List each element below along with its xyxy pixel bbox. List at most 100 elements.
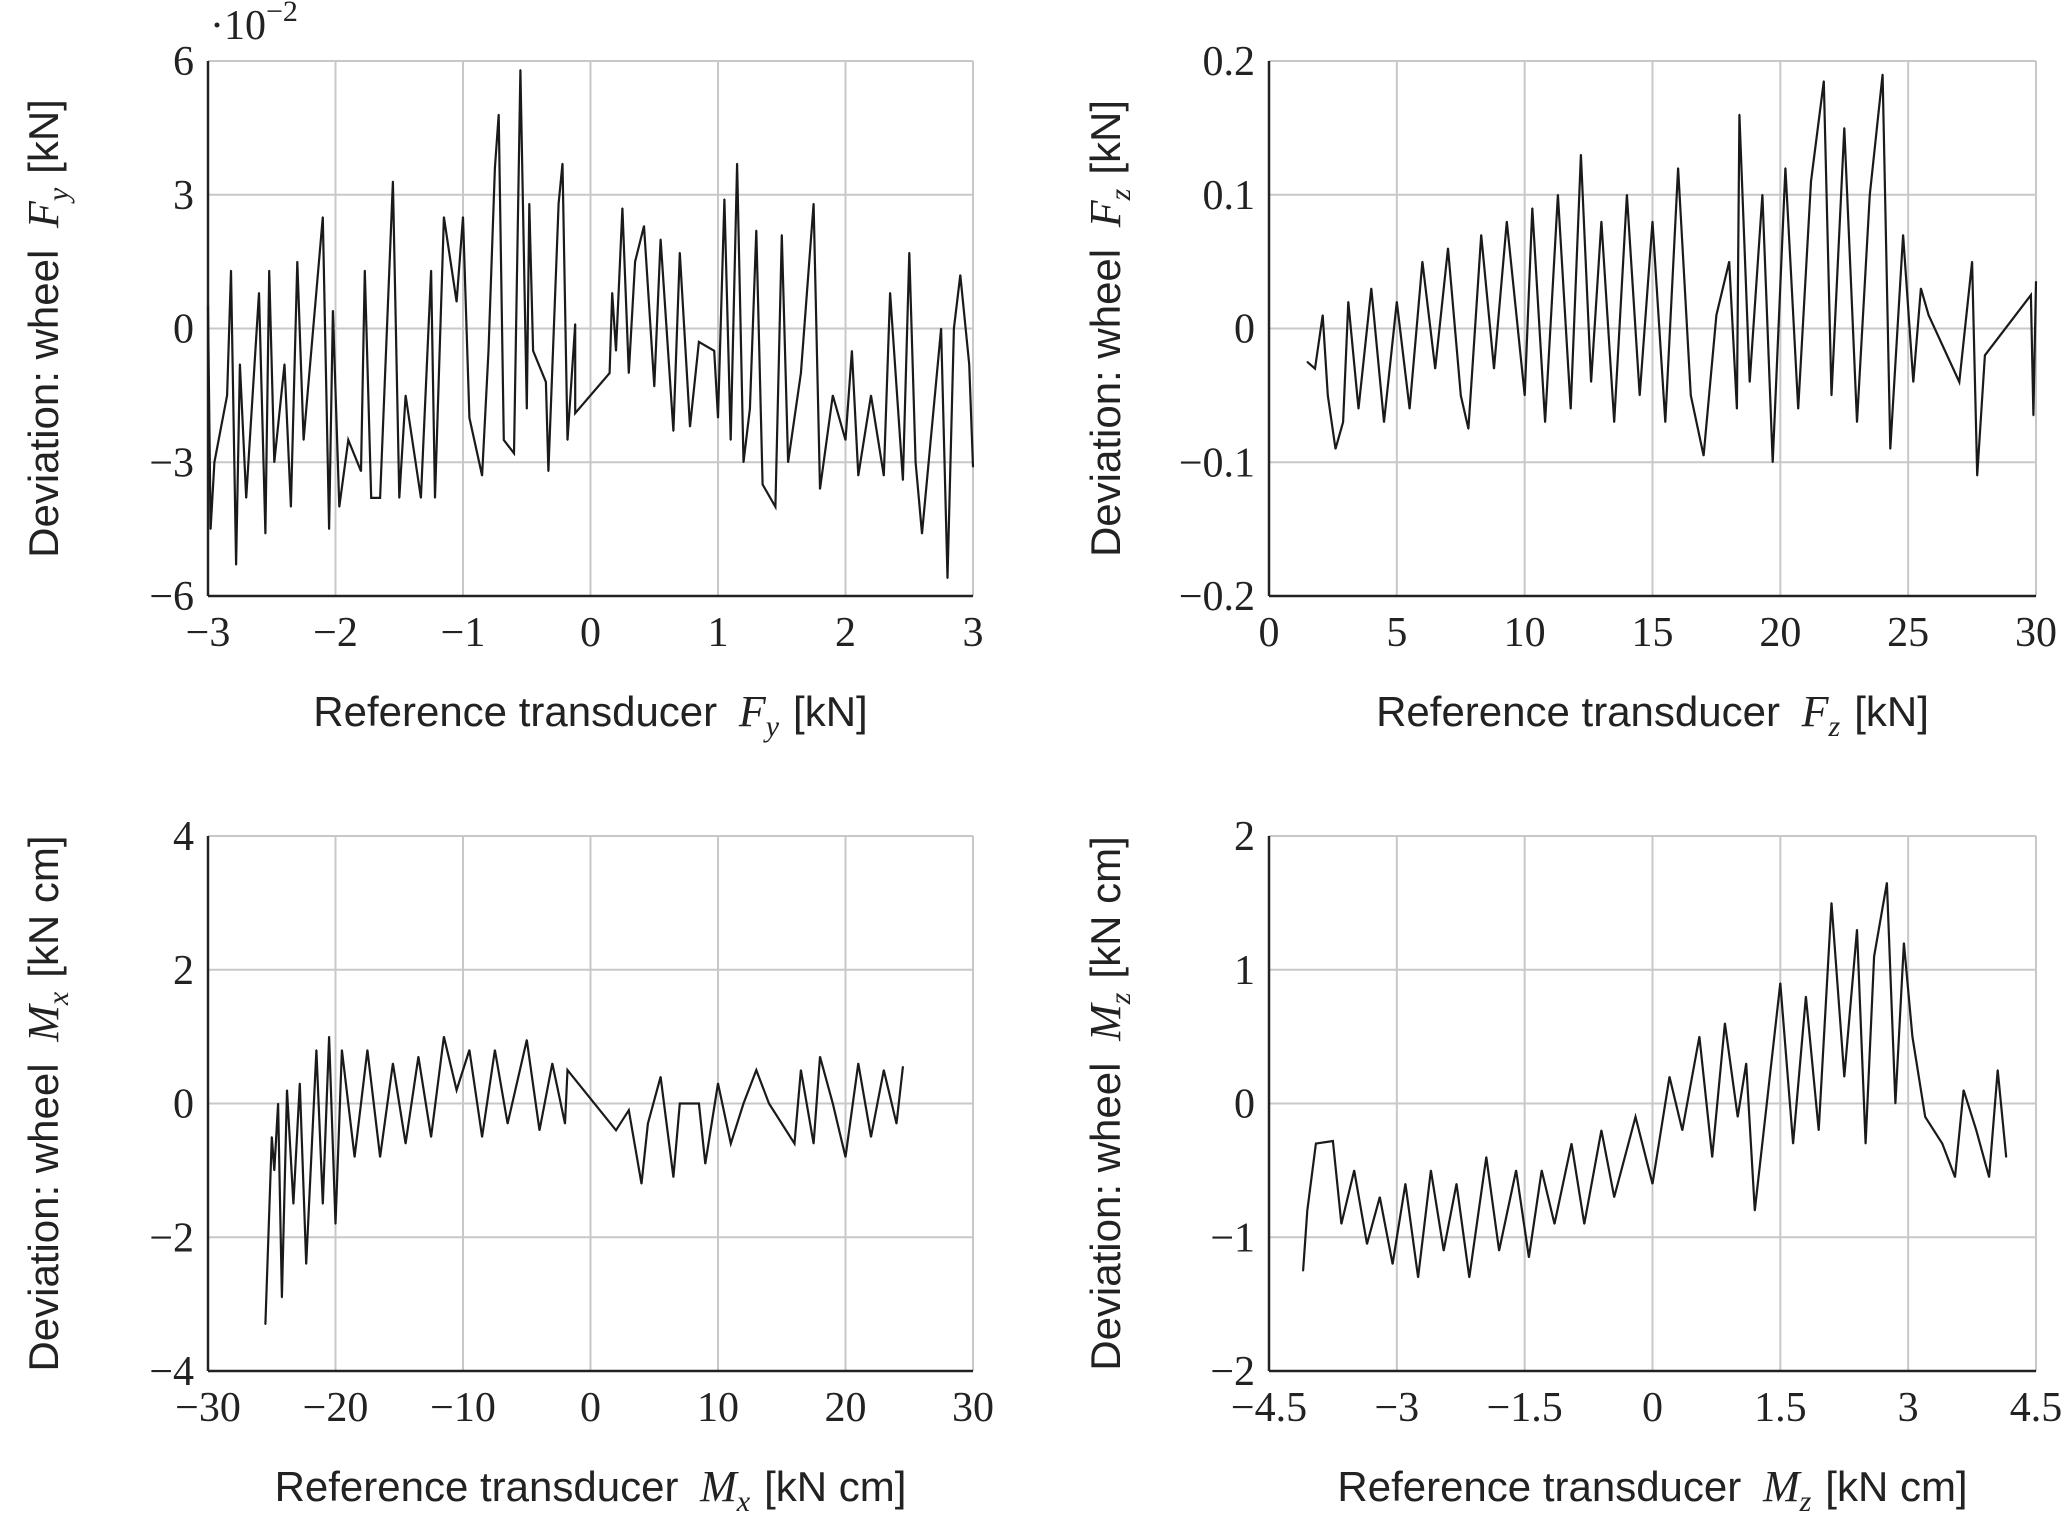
data-point bbox=[1353, 1169, 1356, 1172]
y-tick-label: 3 bbox=[173, 173, 194, 219]
data-point bbox=[503, 439, 505, 441]
data-point bbox=[328, 1035, 330, 1038]
axis-label-symbol: M bbox=[699, 1462, 739, 1511]
y-tick-label: −0.2 bbox=[1179, 574, 1255, 620]
axis-label-subscript: y bbox=[763, 710, 780, 743]
data-point bbox=[1822, 80, 1825, 82]
exponent-base: ·10 bbox=[210, 3, 266, 49]
data-point bbox=[659, 1075, 662, 1078]
x-tick-label: 25 bbox=[1887, 610, 1929, 656]
data-point bbox=[1430, 1169, 1432, 1172]
data-point bbox=[538, 1129, 541, 1132]
data-point bbox=[564, 1122, 566, 1125]
data-point bbox=[1903, 942, 1905, 944]
data-point bbox=[468, 1049, 471, 1051]
data-point bbox=[659, 238, 662, 241]
data-point bbox=[959, 274, 962, 276]
data-point bbox=[1724, 1022, 1726, 1025]
axis-label-unit: [kN cm] bbox=[1825, 1463, 1967, 1510]
data-point bbox=[704, 1162, 707, 1165]
data-point bbox=[1736, 407, 1738, 410]
axis-label-subscript: z bbox=[1828, 710, 1841, 743]
data-point bbox=[1843, 1075, 1846, 1078]
data-point bbox=[1748, 381, 1751, 383]
data-point bbox=[895, 1122, 898, 1125]
axis-label-unit: [kN] bbox=[20, 99, 67, 174]
data-point bbox=[551, 1062, 554, 1065]
data-point bbox=[264, 532, 267, 535]
data-point bbox=[207, 305, 209, 308]
data-point bbox=[749, 407, 751, 410]
data-point bbox=[1396, 300, 1398, 303]
axis-label-subscript: z bbox=[1799, 1485, 1812, 1518]
data-point bbox=[1569, 407, 1572, 410]
data-series-line bbox=[264, 1036, 904, 1325]
data-point bbox=[1434, 367, 1436, 370]
x-tick-label: 30 bbox=[952, 1385, 994, 1431]
y-tick-label: 0 bbox=[173, 1082, 194, 1128]
data-point bbox=[1391, 1263, 1394, 1265]
data-point bbox=[1920, 287, 1922, 290]
data-point bbox=[1553, 1223, 1556, 1225]
y-tick-label: −1 bbox=[1210, 1215, 1255, 1261]
data-point bbox=[1528, 1256, 1530, 1259]
data-point bbox=[1651, 220, 1654, 223]
x-axis-label: Reference transducer Fy [kN] bbox=[313, 687, 867, 743]
data-point bbox=[1690, 394, 1692, 397]
data-point bbox=[379, 1156, 381, 1158]
data-point bbox=[1745, 1062, 1748, 1065]
data-point bbox=[908, 251, 911, 254]
data-point bbox=[698, 1102, 700, 1105]
data-point bbox=[1505, 220, 1508, 223]
data-point bbox=[338, 506, 341, 508]
data-point bbox=[321, 1203, 324, 1205]
data-point bbox=[561, 162, 564, 165]
data-point bbox=[1912, 381, 1915, 383]
data-point bbox=[1711, 1156, 1713, 1158]
data-point bbox=[914, 461, 917, 464]
data-point bbox=[1962, 1089, 1965, 1091]
x-tick-label: 3 bbox=[1898, 1385, 1919, 1431]
axis-label-symbol: F bbox=[1801, 687, 1830, 736]
axis-label-symbol: F bbox=[1081, 199, 1130, 228]
data-point bbox=[494, 1049, 496, 1051]
data-point bbox=[689, 425, 691, 428]
data-point bbox=[857, 1062, 860, 1065]
data-point bbox=[774, 506, 777, 508]
axis-label-symbol: M bbox=[1762, 1462, 1802, 1511]
data-point bbox=[717, 416, 719, 419]
data-point bbox=[286, 1089, 288, 1091]
data-point bbox=[1327, 394, 1329, 397]
x-tick-label: 2 bbox=[835, 610, 856, 656]
data-point bbox=[1638, 394, 1641, 397]
data-point bbox=[455, 1089, 458, 1091]
chart-panel-2: 0 5 10 15 20 25 30 −0.2 −0.1 0 0.1 0.2 Reference tra… bbox=[1081, 39, 2057, 743]
x-tick-label: 5 bbox=[1386, 610, 1407, 656]
data-point bbox=[513, 452, 515, 455]
data-point bbox=[209, 528, 212, 530]
data-point bbox=[1404, 1182, 1407, 1185]
data-point bbox=[1468, 1276, 1471, 1279]
data-point bbox=[1357, 407, 1360, 410]
data-point bbox=[1340, 1223, 1343, 1225]
data-point bbox=[1864, 1142, 1867, 1145]
data-point bbox=[468, 416, 471, 419]
data-point bbox=[1544, 421, 1546, 423]
data-point bbox=[1771, 461, 1774, 464]
data-point bbox=[392, 1062, 394, 1065]
axis-label-unit: [kN cm] bbox=[20, 835, 67, 977]
axis-label-symbol: F bbox=[738, 687, 767, 736]
data-point bbox=[443, 1035, 445, 1038]
axis-label-subscript: x bbox=[736, 1485, 751, 1518]
data-point bbox=[1302, 1269, 1304, 1272]
x-tick-label: 10 bbox=[697, 1385, 739, 1431]
data-point bbox=[882, 1069, 885, 1071]
x-tick-label: −3 bbox=[1374, 1385, 1419, 1431]
data-point bbox=[1830, 902, 1833, 904]
data-point bbox=[678, 1102, 681, 1105]
data-point bbox=[615, 1129, 617, 1132]
data-point bbox=[481, 474, 483, 477]
